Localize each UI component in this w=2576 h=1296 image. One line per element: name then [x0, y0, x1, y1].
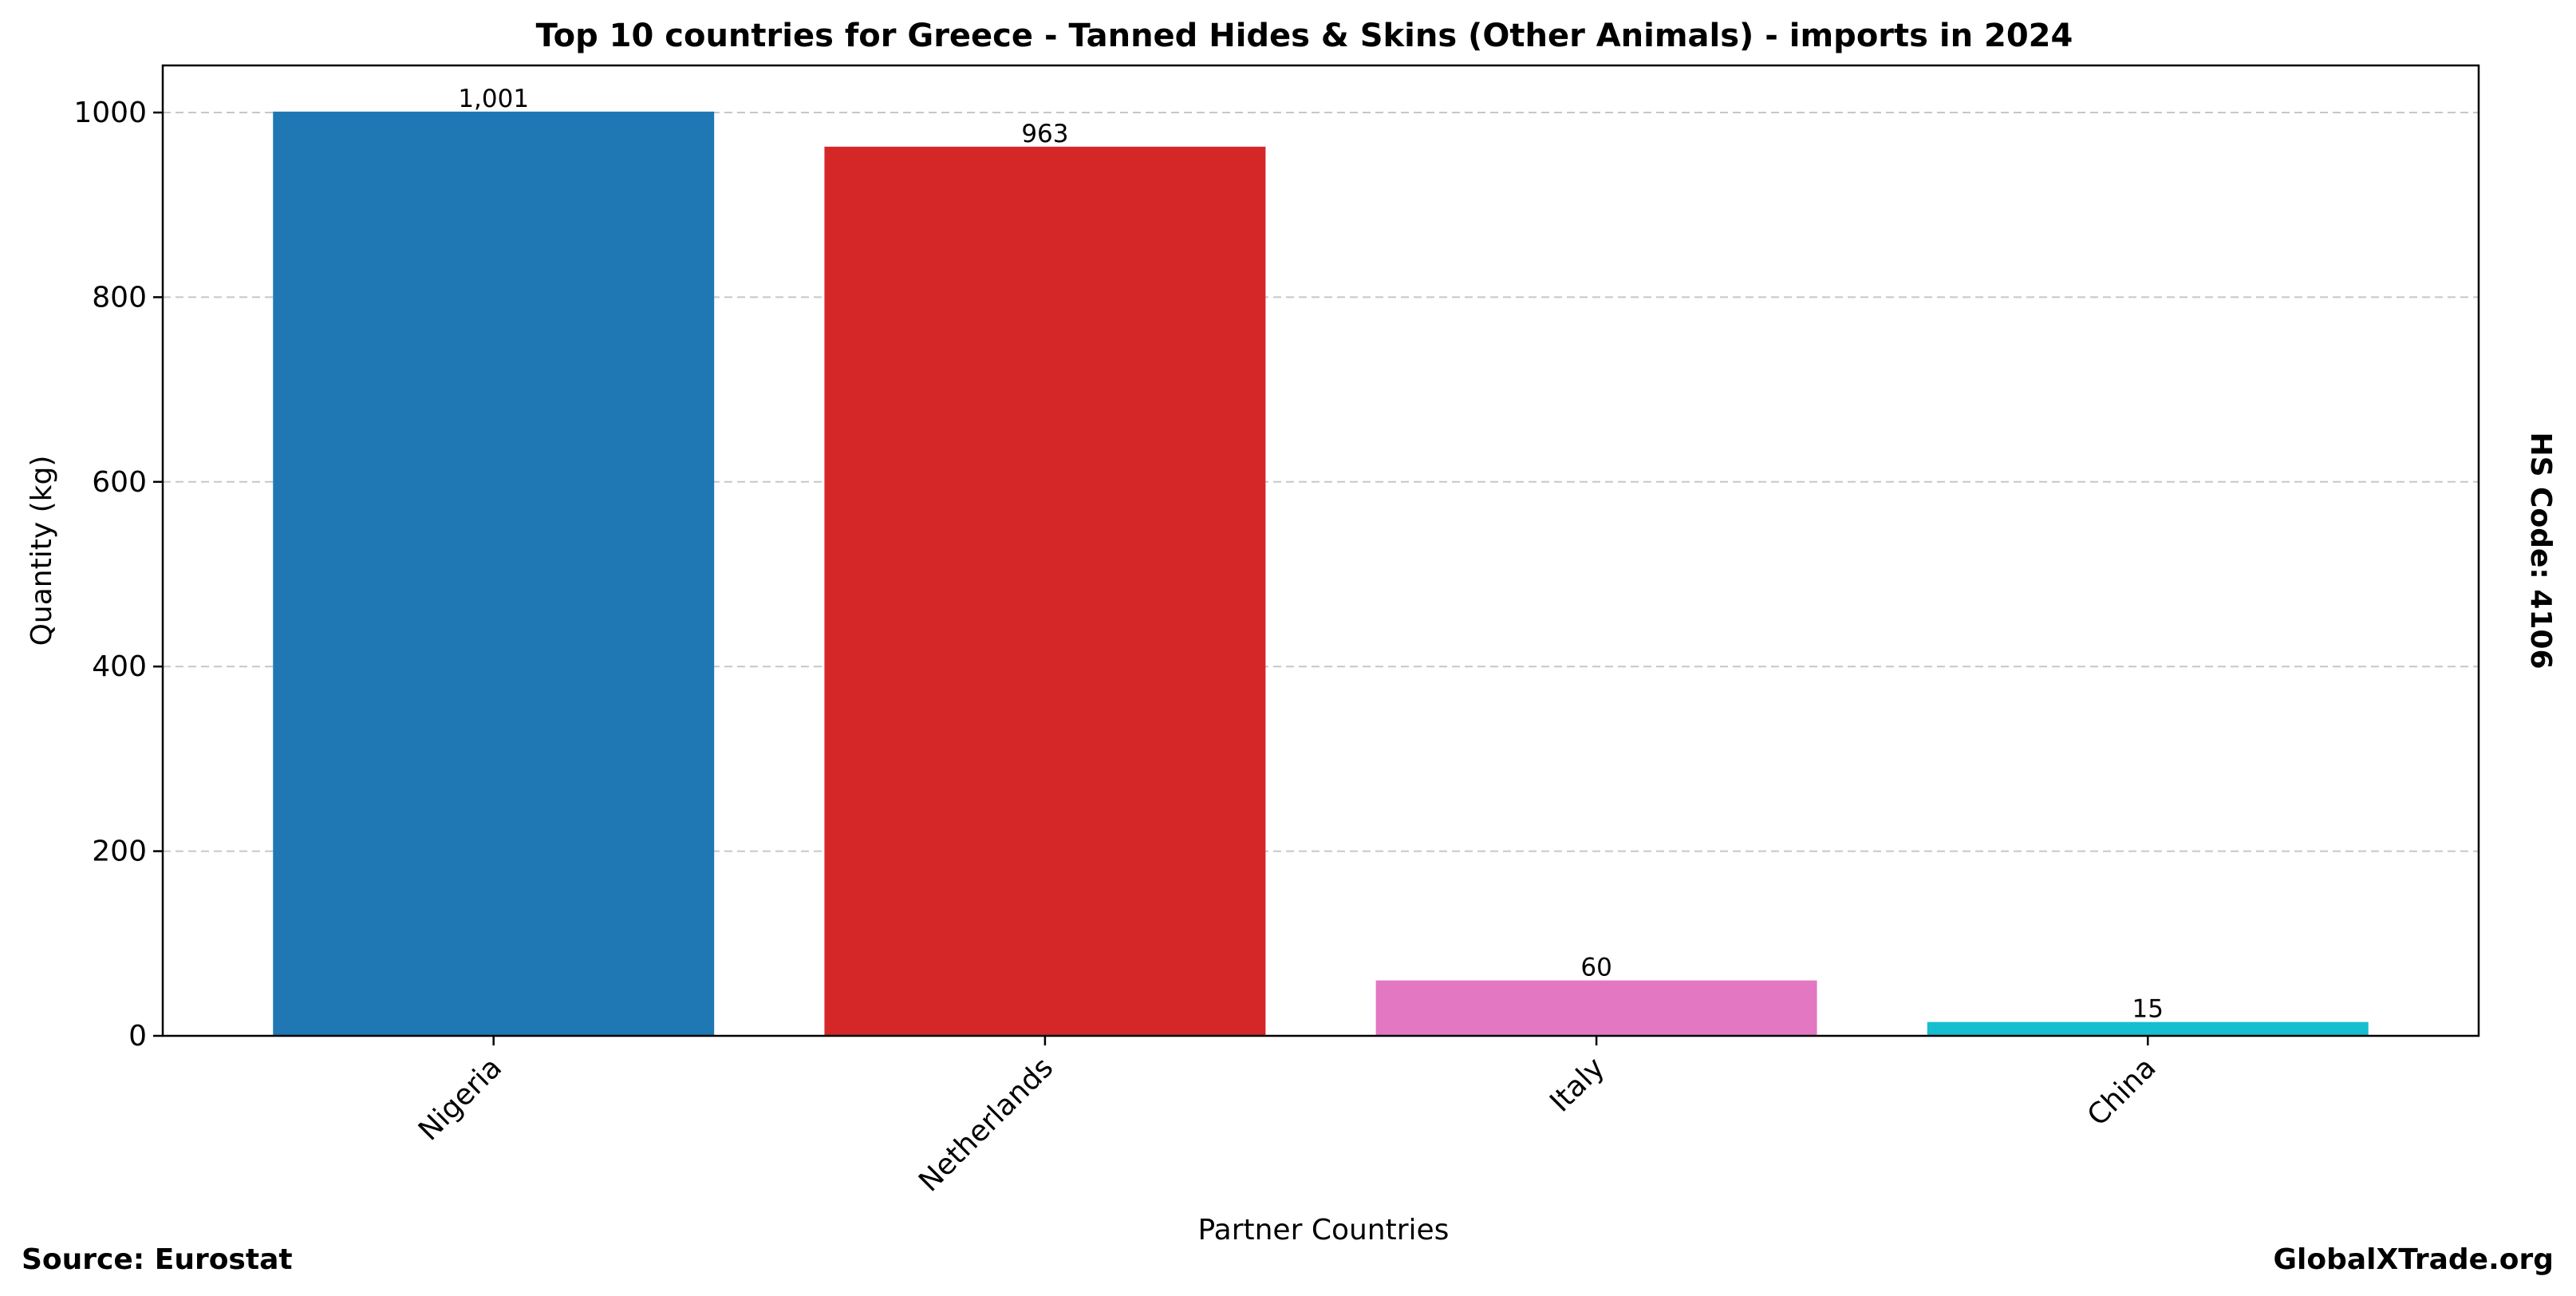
- y-tick-label: 800: [92, 281, 147, 314]
- y-axis-ticks: 0 200 400 600 800 1000: [73, 97, 163, 1053]
- bars: [273, 111, 2369, 1037]
- y-tick-label: 1000: [73, 97, 147, 129]
- y-tick-label: 0: [128, 1020, 147, 1053]
- chart-title: Top 10 countries for Greece - Tanned Hid…: [536, 18, 2073, 54]
- hs-code-label: HS Code: 4106: [2524, 432, 2557, 669]
- y-tick-label: 200: [92, 836, 147, 868]
- brand-label: GlobalXTrade.org: [2273, 1243, 2554, 1276]
- y-axis-label: Quantity (kg): [26, 456, 58, 646]
- value-label-nigeria: 1,001: [458, 85, 529, 113]
- bar-nigeria: [273, 111, 715, 1037]
- x-tick-label-nigeria: Nigeria: [412, 1051, 508, 1147]
- x-tick-label-italy: Italy: [1544, 1051, 1611, 1118]
- x-tick-label-netherlands: Netherlands: [913, 1051, 1059, 1198]
- x-tick-label-china: China: [2081, 1051, 2163, 1132]
- x-axis-ticks: Nigeria Netherlands Italy China: [412, 1036, 2163, 1199]
- bar-netherlands: [824, 146, 1266, 1036]
- source-label: Source: Eurostat: [22, 1243, 293, 1276]
- bar-china: [1927, 1021, 2369, 1036]
- plot-frame: [161, 64, 2480, 1037]
- value-label-china: 15: [2132, 995, 2164, 1024]
- y-tick-label: 600: [92, 466, 147, 499]
- value-labels: 1,001 963 60 15: [458, 85, 2164, 1024]
- value-label-netherlands: 963: [1021, 120, 1068, 148]
- y-tick-label: 400: [92, 650, 147, 683]
- value-label-italy: 60: [1580, 954, 1611, 982]
- x-axis-label: Partner Countries: [1198, 1214, 1450, 1247]
- bar-italy: [1375, 980, 1817, 1036]
